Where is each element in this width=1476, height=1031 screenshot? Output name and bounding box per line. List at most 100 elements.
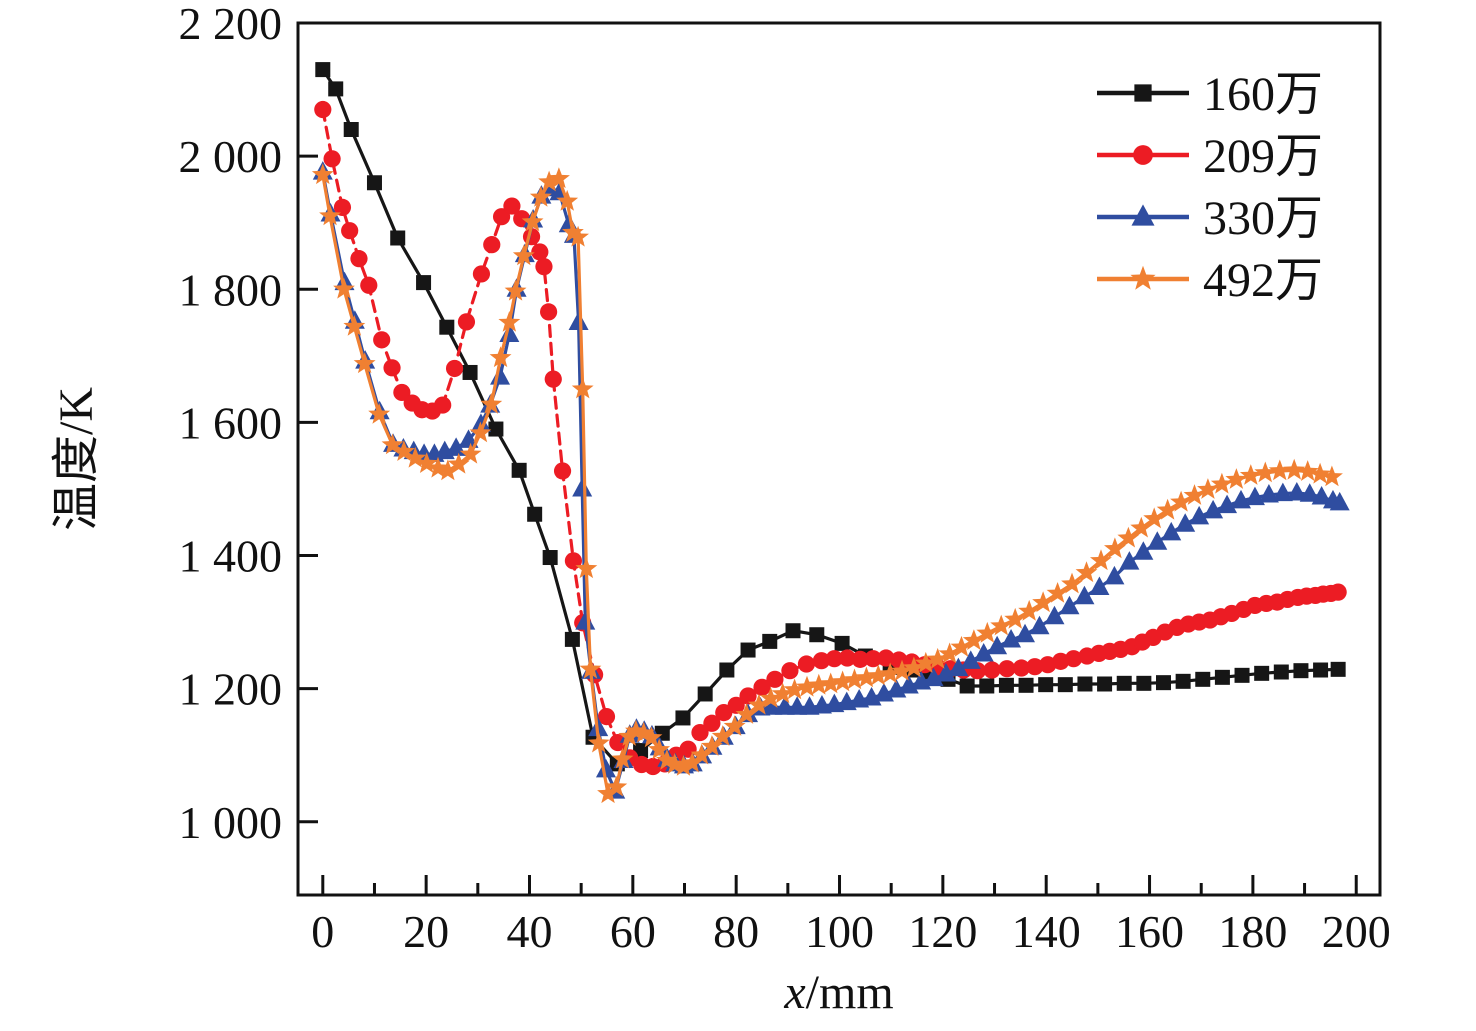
- star-marker: [1183, 484, 1206, 505]
- circle-marker: [1052, 652, 1070, 670]
- circle-marker: [483, 236, 501, 254]
- star-marker: [855, 666, 878, 688]
- star-marker: [1004, 607, 1027, 629]
- square-marker: [328, 81, 344, 97]
- square-marker: [542, 550, 558, 566]
- triangle-marker: [490, 366, 511, 385]
- star-marker: [879, 662, 902, 684]
- x-tick-label: 20: [403, 906, 449, 957]
- circle-marker: [1012, 659, 1031, 677]
- square-marker: [527, 506, 543, 522]
- star-marker: [567, 225, 589, 247]
- square-marker: [390, 230, 406, 246]
- triangle-marker: [595, 758, 616, 778]
- legend-label-330万: 330万: [1203, 192, 1323, 245]
- triangle-marker: [935, 663, 956, 682]
- circle-marker: [838, 649, 856, 667]
- circle-marker: [341, 222, 359, 240]
- star-marker: [618, 725, 641, 746]
- star-marker: [575, 557, 598, 579]
- circle-marker: [1064, 650, 1083, 668]
- square-marker: [834, 635, 850, 651]
- star-marker: [656, 749, 678, 770]
- triangle-marker: [1074, 585, 1095, 605]
- triangle-marker: [1015, 623, 1036, 643]
- star-marker: [1032, 591, 1054, 613]
- circle-marker: [609, 733, 627, 752]
- triangle-marker: [1299, 483, 1320, 502]
- star-marker: [548, 167, 570, 189]
- triangle-marker: [1161, 521, 1182, 541]
- circle-marker: [531, 243, 549, 261]
- y-tick-label: 1 400: [179, 531, 283, 582]
- star-marker: [1296, 460, 1319, 481]
- triangle-marker: [458, 429, 479, 448]
- star-marker: [1061, 572, 1083, 594]
- circle-marker: [434, 396, 452, 414]
- star-marker: [1075, 561, 1098, 583]
- x-tick-label: 80: [713, 906, 759, 957]
- square-marker: [1136, 675, 1152, 691]
- star-marker: [605, 775, 628, 797]
- circle-marker: [797, 655, 816, 673]
- triangle-marker: [1044, 605, 1065, 625]
- star-marker: [735, 703, 758, 724]
- x-tick-label: 120: [908, 906, 977, 957]
- square-marker: [1293, 663, 1309, 679]
- square-marker: [1097, 676, 1113, 692]
- triangle-marker: [1286, 481, 1307, 501]
- star-marker: [711, 725, 734, 746]
- star-marker: [1225, 468, 1248, 489]
- triangle-marker: [960, 650, 981, 669]
- star-marker: [381, 433, 404, 455]
- star-marker: [950, 635, 973, 657]
- circle-marker: [691, 723, 709, 742]
- square-marker: [1038, 677, 1054, 693]
- square-marker: [1175, 673, 1191, 689]
- triangle-marker: [1329, 491, 1350, 511]
- square-marker: [439, 319, 455, 335]
- circle-marker: [383, 359, 401, 377]
- circle-marker: [727, 696, 745, 714]
- y-tick-label: 1 000: [179, 797, 283, 848]
- circle-marker: [393, 383, 411, 402]
- star-marker: [521, 210, 544, 232]
- star-marker: [1197, 478, 1219, 499]
- star-marker: [759, 687, 782, 708]
- circle-marker: [360, 276, 378, 294]
- square-marker: [366, 175, 382, 191]
- circle-marker: [781, 662, 799, 680]
- star-marker: [343, 315, 366, 336]
- star-marker: [690, 743, 713, 765]
- star-marker: [1283, 458, 1306, 480]
- square-marker: [1077, 676, 1093, 692]
- y-tick-label: 1 600: [179, 397, 283, 448]
- y-tick-label: 1 800: [179, 264, 283, 315]
- star-marker: [480, 392, 503, 414]
- star-marker: [404, 446, 427, 468]
- triangle-marker: [572, 477, 593, 497]
- triangle-marker: [575, 611, 596, 630]
- x-tick-label: 140: [1012, 906, 1081, 957]
- x-axis-title: x/mm: [783, 966, 893, 1019]
- star-marker: [1143, 507, 1166, 529]
- star-marker: [723, 715, 746, 736]
- circle-marker: [597, 708, 616, 726]
- circle-marker: [553, 462, 572, 480]
- star-marker: [783, 678, 806, 700]
- circle-marker: [373, 331, 391, 349]
- star-marker: [1309, 462, 1331, 484]
- star-marker: [319, 204, 341, 226]
- star-marker: [796, 675, 818, 697]
- circle-marker: [472, 265, 491, 283]
- circle-marker: [503, 197, 521, 215]
- star-marker: [1239, 464, 1262, 485]
- star-marker: [333, 277, 355, 299]
- star-marker: [672, 755, 695, 776]
- series-line-330万: [321, 170, 1342, 793]
- square-marker: [1330, 661, 1346, 677]
- star-marker: [447, 452, 470, 474]
- star-marker: [926, 647, 949, 669]
- triangle-marker: [1089, 576, 1110, 595]
- square-marker: [809, 627, 825, 643]
